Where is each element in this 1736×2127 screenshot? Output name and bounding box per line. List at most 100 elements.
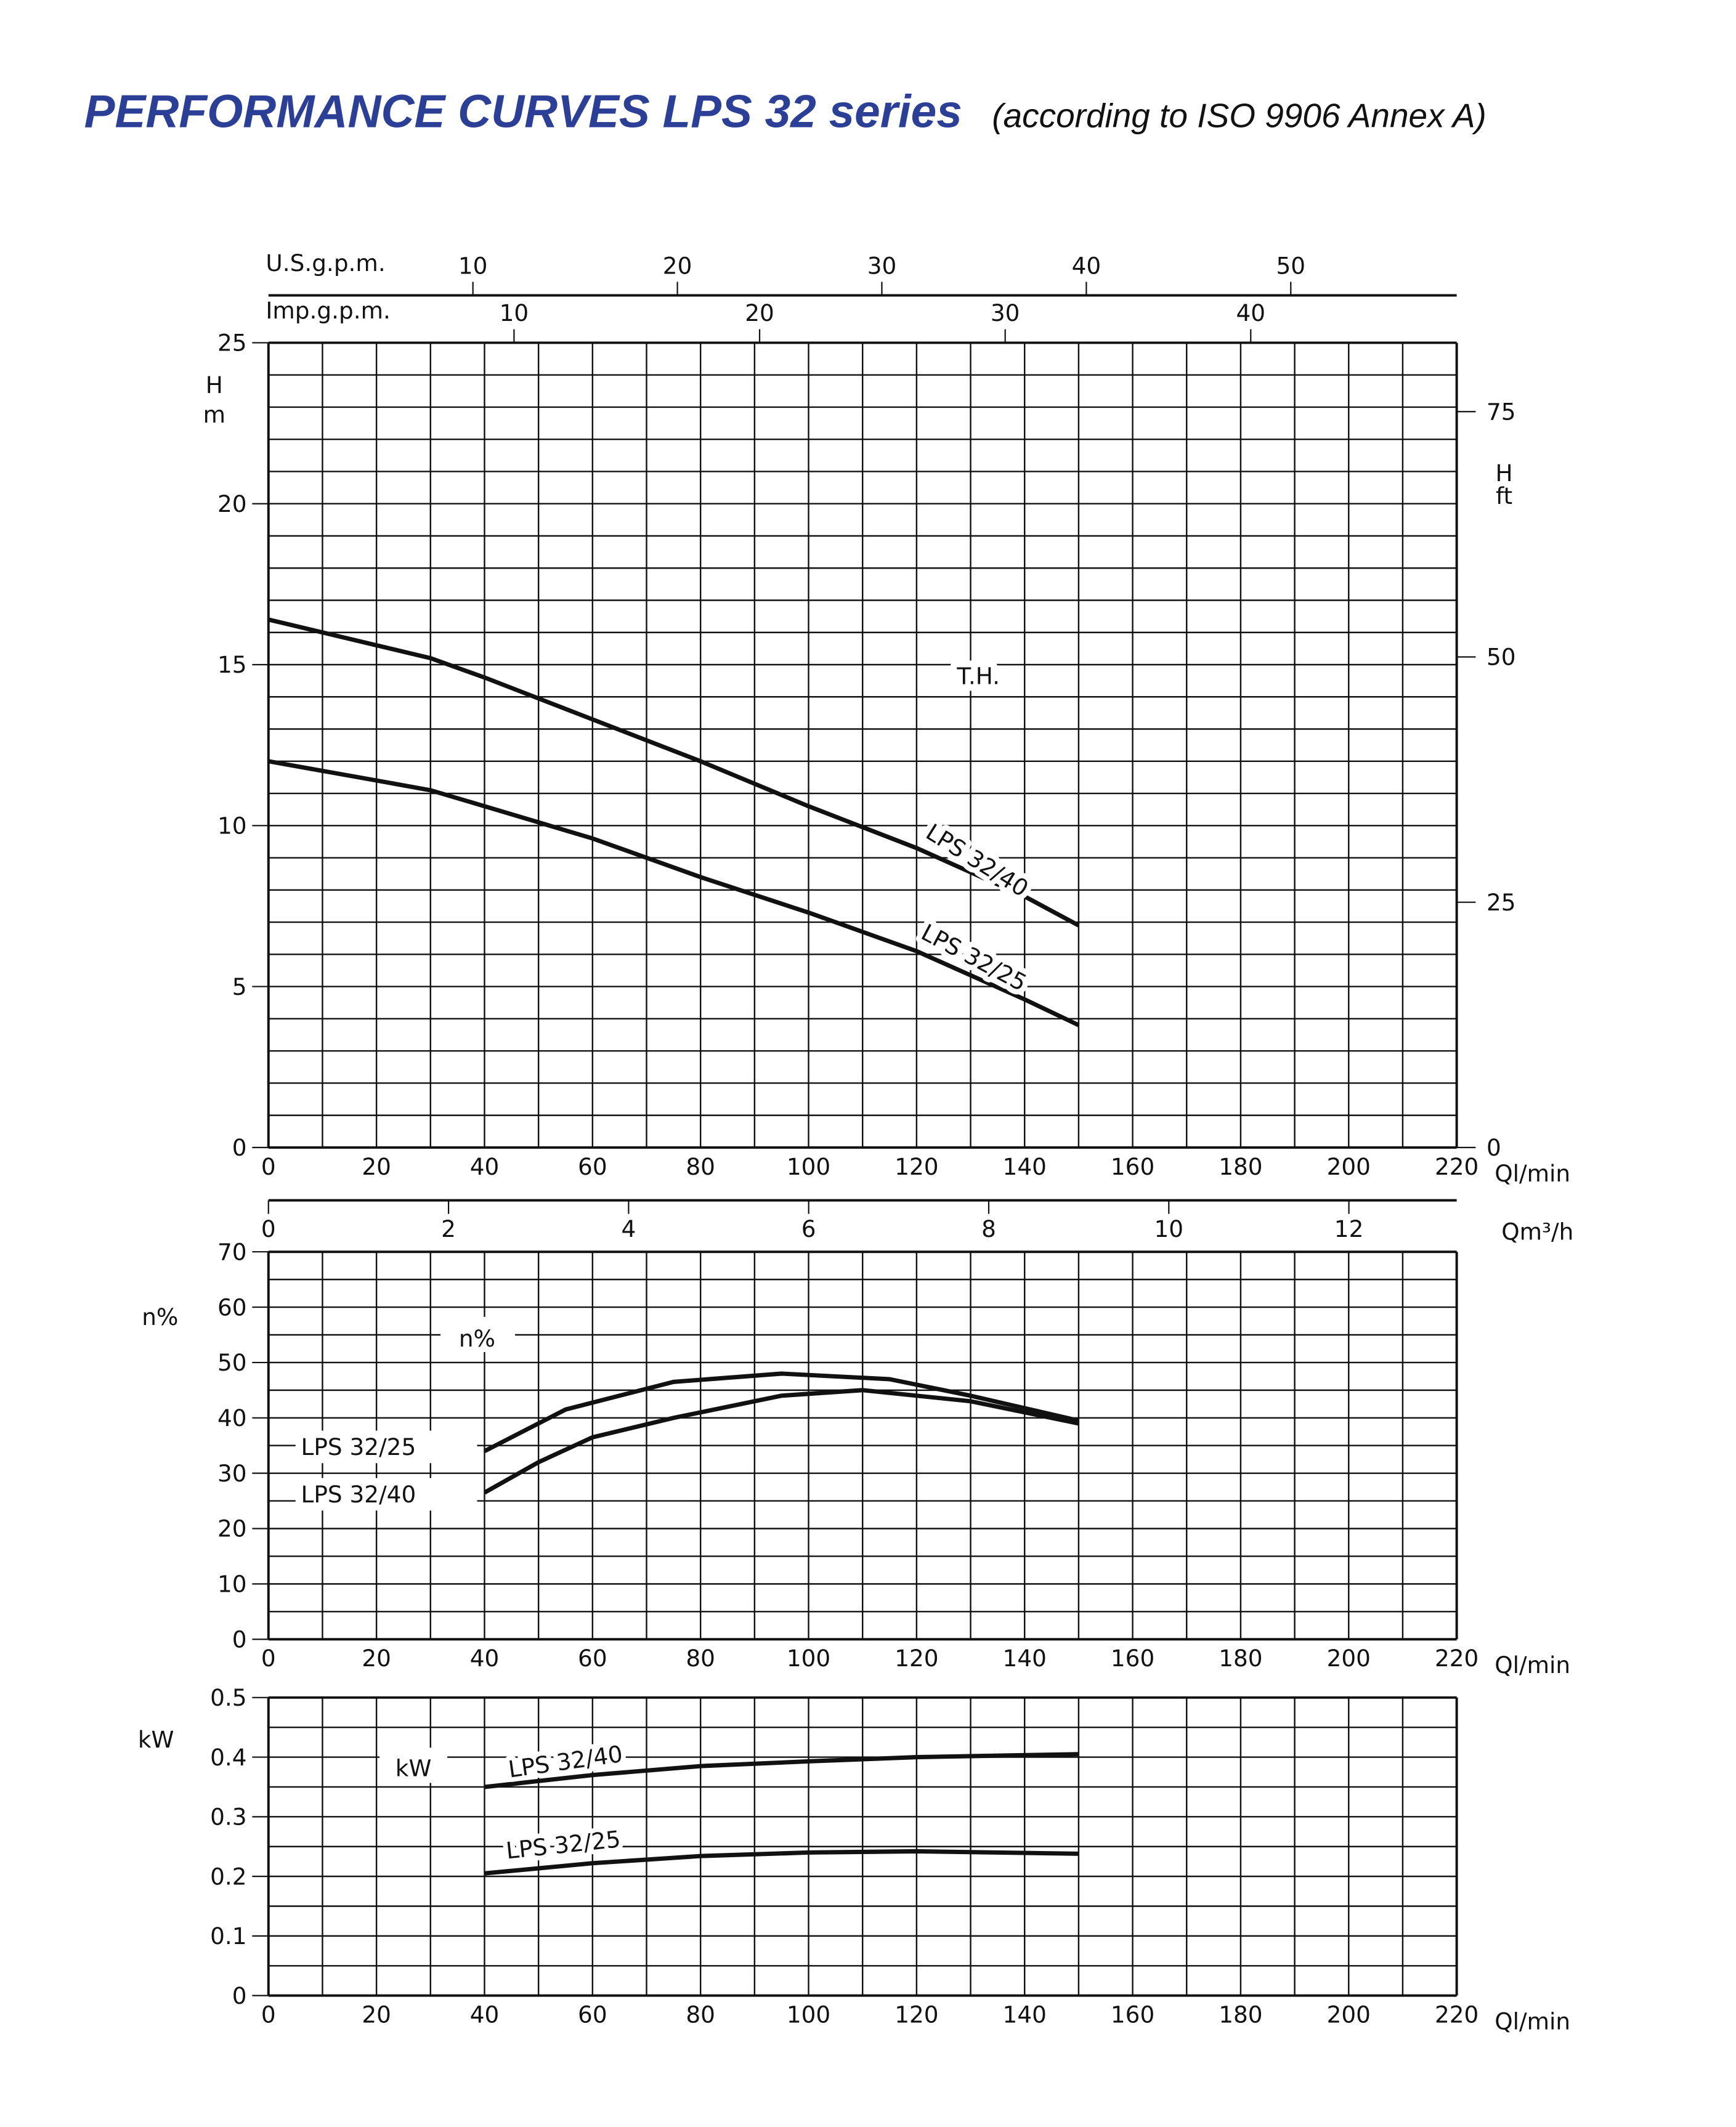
x-tick-label: 160	[1111, 2001, 1154, 2028]
y-tick-label: 0.5	[210, 1684, 246, 1711]
top-axis-tick-label: 10	[458, 252, 488, 279]
x-tick-label: 0	[261, 2001, 276, 2028]
curve-label: LPS 32/40	[301, 1481, 416, 1508]
y-tick-label: 0.1	[210, 1922, 246, 1950]
x-axis-label: Ql/min	[1495, 1160, 1570, 1187]
x-tick-label: 80	[686, 1645, 715, 1672]
flow-axis-tick-label: 12	[1334, 1215, 1364, 1242]
x-tick-label: 20	[362, 1153, 391, 1180]
x-tick-label: 0	[261, 1645, 276, 1672]
chart-subtitle: (according to ISO 9906 Annex A)	[992, 97, 1487, 135]
flow-axis-tick-label: 4	[621, 1215, 636, 1242]
x-tick-label: 20	[362, 1645, 391, 1672]
x-tick-label: 60	[578, 2001, 607, 2028]
x-tick-label: 40	[470, 2001, 500, 2028]
x-tick-label: 200	[1327, 1645, 1371, 1672]
y-axis-label: kW	[138, 1726, 174, 1753]
y-tick-label: 0.3	[210, 1804, 246, 1831]
x-tick-label: 60	[578, 1645, 607, 1672]
y2-axis-label-h: H	[1496, 460, 1513, 487]
x-tick-label: 0	[261, 1153, 276, 1180]
y-tick-label: 30	[217, 1460, 247, 1487]
y2-axis-label-ft: ft	[1496, 482, 1512, 509]
th-label: T.H.	[956, 663, 1000, 690]
x-tick-label: 160	[1111, 1153, 1154, 1180]
top-axis-label: Imp.g.p.m.	[266, 297, 391, 324]
chart-title: PERFORMANCE CURVES LPS 32 series	[84, 86, 962, 137]
x-tick-label: 100	[787, 2001, 830, 2028]
x-tick-label: 20	[362, 2001, 391, 2028]
x-tick-label: 80	[686, 1153, 715, 1180]
x-tick-label: 200	[1327, 2001, 1371, 2028]
x-tick-label: 200	[1327, 1153, 1371, 1180]
x-tick-label: 140	[1003, 2001, 1047, 2028]
series-line-lps-32-40	[484, 1752, 1079, 1789]
y-tick-label: 0	[232, 1626, 247, 1653]
series-line-lps-32-25	[268, 759, 1080, 1027]
top-axis-tick-label: 40	[1072, 252, 1101, 279]
x-tick-label: 180	[1219, 2001, 1262, 2028]
y-axis-label-m: m	[203, 401, 225, 428]
flow-axis-tick-label: 6	[801, 1215, 816, 1242]
power-label: kW	[395, 1754, 432, 1781]
y-tick-label: 50	[217, 1349, 247, 1376]
x-axis-label: Ql/min	[1495, 2008, 1570, 2035]
x-tick-label: 80	[686, 2001, 715, 2028]
flow-axis-tick-label: 8	[981, 1215, 996, 1242]
y-tick-label: 20	[217, 490, 247, 517]
x-tick-label: 40	[470, 1153, 500, 1180]
label-bg	[295, 1430, 477, 1464]
x-tick-label: 40	[470, 1645, 500, 1672]
curve-label: LPS 32/25	[505, 1825, 622, 1864]
x-tick-label: 100	[787, 1645, 830, 1672]
y-tick-label: 0.4	[210, 1744, 246, 1771]
y2-tick-label: 75	[1487, 398, 1516, 425]
y-tick-label: 5	[232, 973, 247, 1000]
top-axis-tick-label: 50	[1276, 252, 1306, 279]
x-tick-label: 140	[1003, 1645, 1047, 1672]
y-tick-label: 25	[217, 330, 247, 357]
label-bg	[295, 1478, 477, 1511]
x-tick-label: 120	[894, 1153, 938, 1180]
flow-axis-tick-label: 10	[1154, 1215, 1184, 1242]
x-tick-label: 220	[1435, 2001, 1478, 2028]
y2-tick-label: 50	[1487, 644, 1516, 671]
top-axis-tick-label: 20	[663, 252, 692, 279]
x-tick-label: 220	[1435, 1153, 1478, 1180]
series-line-lps-32-40	[483, 1388, 1079, 1495]
y-tick-label: 20	[217, 1515, 247, 1542]
x-tick-label: 180	[1219, 1153, 1262, 1180]
curve-label: LPS 32/25	[301, 1433, 416, 1461]
y-tick-label: 10	[217, 812, 247, 839]
y-tick-label: 10	[217, 1571, 247, 1598]
top-axis-tick-label: 30	[867, 252, 897, 279]
y-tick-label: 40	[217, 1404, 247, 1432]
x-tick-label: 60	[578, 1153, 607, 1180]
x-tick-label: 160	[1111, 1645, 1154, 1672]
flow-axis-tick-label: 2	[441, 1215, 456, 1242]
y2-tick-label: 0	[1487, 1134, 1501, 1161]
efficiency-label: n%	[459, 1325, 495, 1352]
top-axis-tick-label: 10	[500, 299, 529, 326]
top-axis-tick-label: 30	[991, 299, 1020, 326]
y-tick-label: 70	[217, 1238, 247, 1265]
flow-axis-tick-label: 0	[261, 1215, 276, 1242]
y-axis-label-h: H	[206, 371, 223, 399]
x-axis-label: Ql/min	[1495, 1651, 1570, 1679]
series-line-lps-32-25	[483, 1371, 1079, 1453]
x-tick-label: 180	[1219, 1645, 1262, 1672]
y-tick-label: 0	[232, 1982, 247, 2009]
y-tick-label: 0	[232, 1134, 247, 1161]
top-axis-label: U.S.g.p.m.	[266, 249, 385, 277]
label-bg	[440, 1316, 516, 1352]
x-tick-label: 100	[787, 1153, 830, 1180]
label-bg	[379, 1748, 448, 1783]
series-line-lps-32-40	[267, 617, 1080, 928]
y-tick-label: 15	[217, 651, 247, 678]
flow-axis-label: Qm³/h	[1501, 1218, 1573, 1245]
y-axis-label: n%	[142, 1303, 178, 1331]
series-line-lps-32-25	[484, 1849, 1079, 1876]
y-tick-label: 60	[217, 1294, 247, 1321]
top-axis-tick-label: 40	[1236, 299, 1266, 326]
